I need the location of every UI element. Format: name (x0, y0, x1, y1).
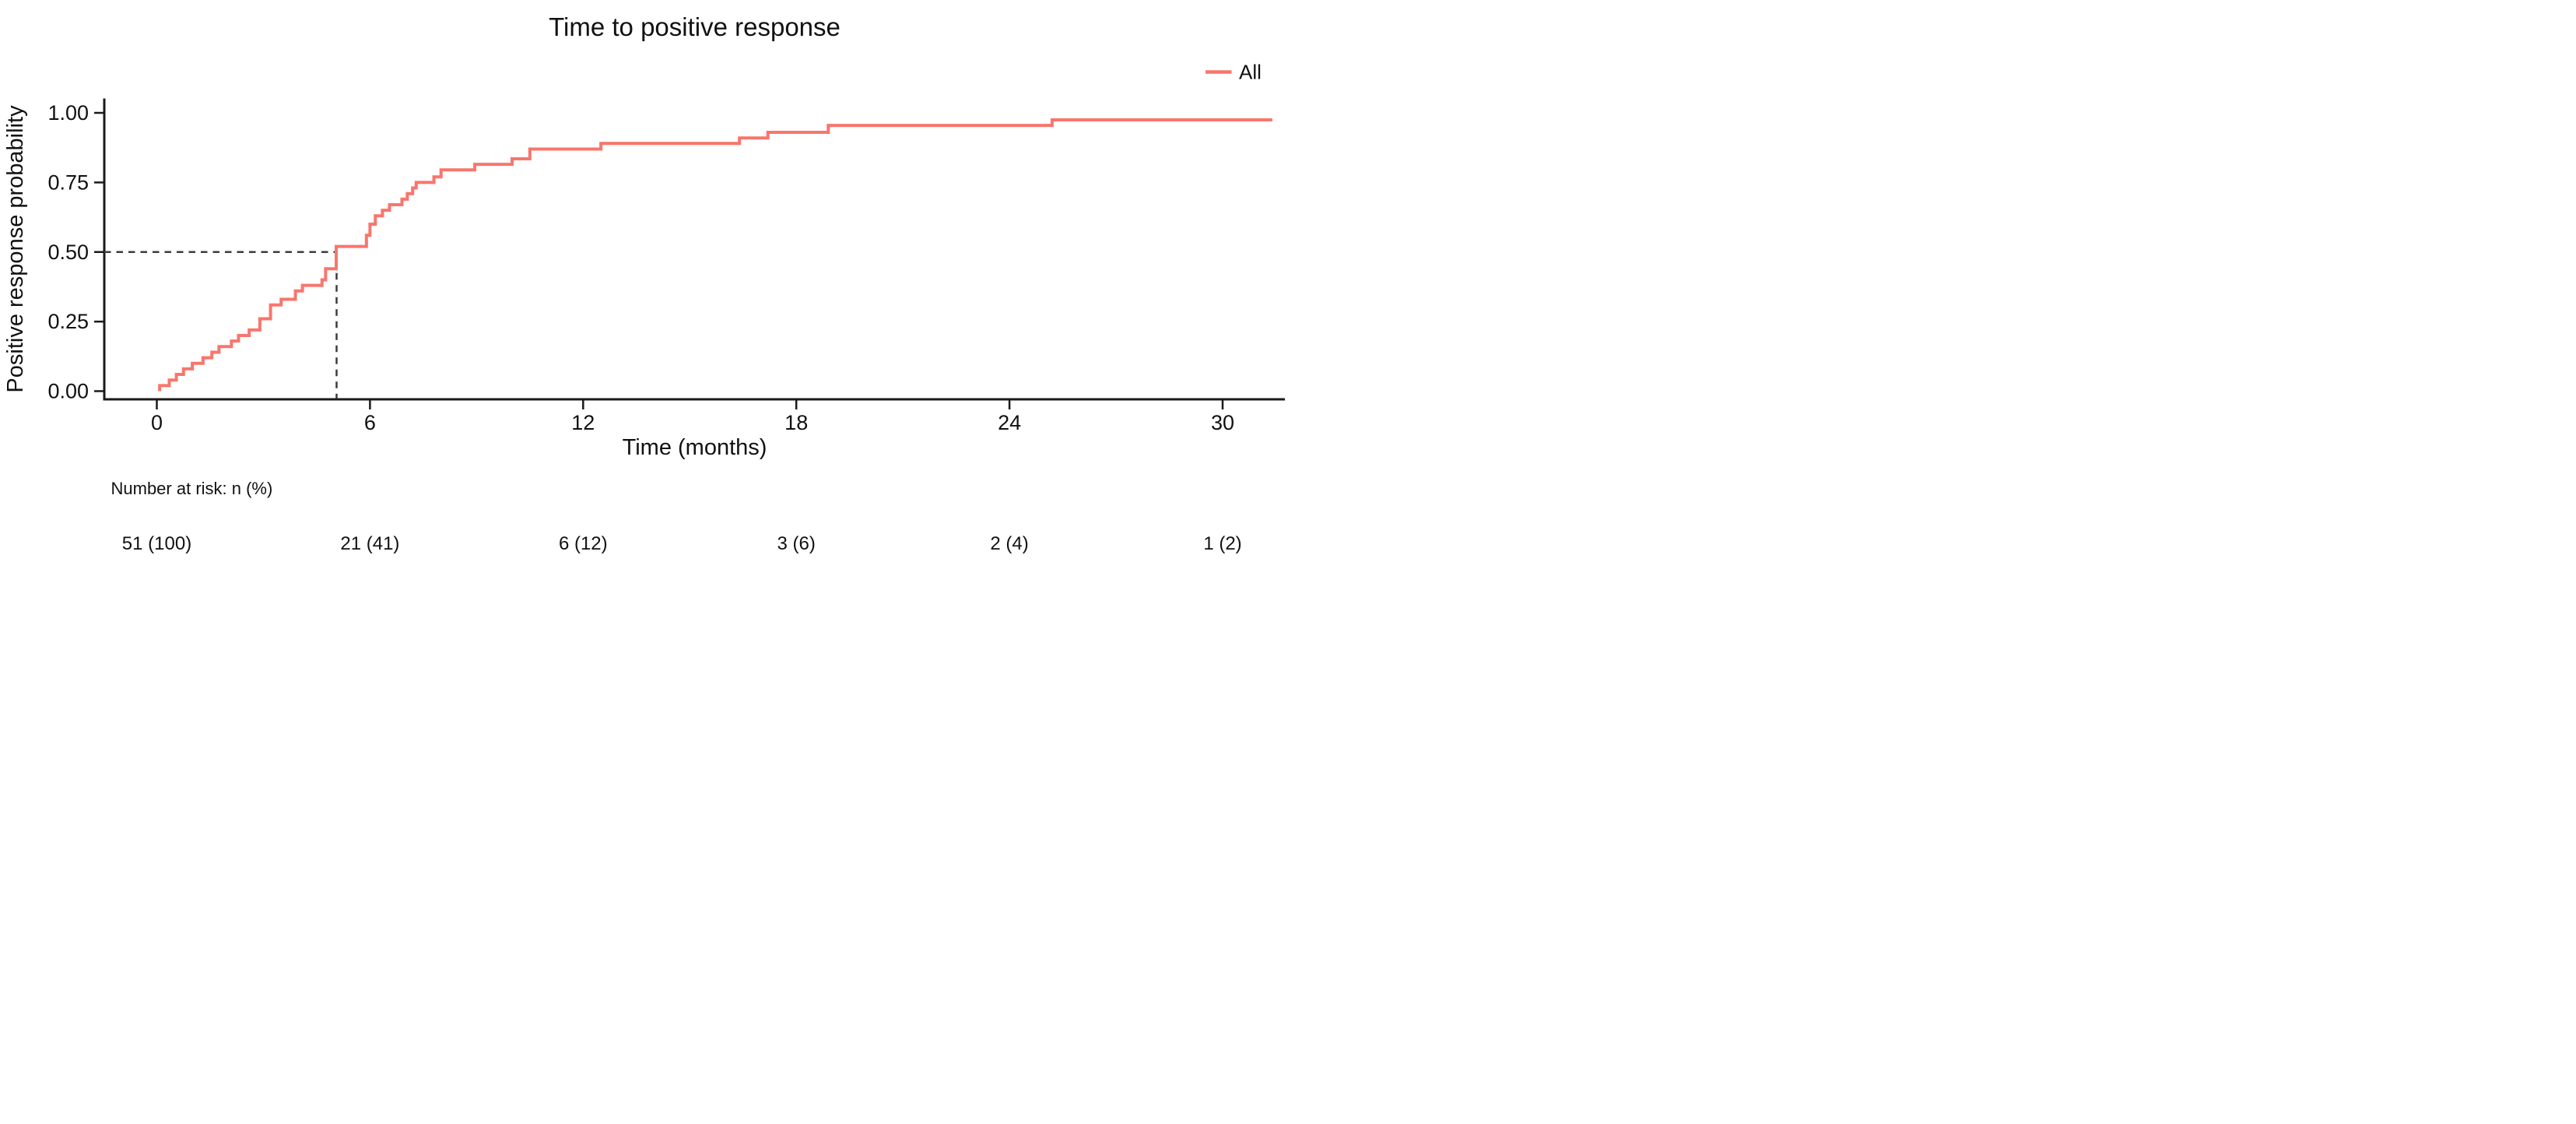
survival-curve-group (104, 118, 1272, 399)
risk-value: 21 (41) (340, 533, 399, 554)
x-axis-title: Time (months) (623, 435, 767, 460)
risk-value: 3 (6) (777, 533, 816, 554)
risk-value: 6 (12) (559, 533, 608, 554)
risk-table-header: Number at risk: n (%) (111, 479, 273, 498)
survival-curve (158, 118, 1272, 392)
risk-table-values: 51 (100) 21 (41) 6 (12) 3 (6) 2 (4) 1 (2) (122, 533, 1242, 554)
axes: 0.00 0.25 0.50 0.75 1.00 0 6 12 18 24 30 (47, 98, 1285, 434)
y-tick-label: 0.00 (47, 380, 89, 403)
legend: All (1206, 61, 1262, 84)
y-tick-label: 0.25 (47, 310, 89, 333)
km-figure: Time to positive response All Positive r… (0, 0, 1288, 562)
x-tick-label: 12 (571, 411, 595, 434)
legend-label: All (1239, 61, 1262, 84)
x-tick-label: 18 (784, 411, 808, 434)
x-tick-label: 0 (151, 411, 163, 434)
risk-value: 1 (2) (1203, 533, 1241, 554)
x-tick-label: 24 (998, 411, 1021, 434)
y-axis-title: Positive response probability (3, 105, 28, 393)
x-tick-label: 6 (364, 411, 376, 434)
y-tick-label: 0.75 (47, 170, 89, 194)
km-plot-canvas: Time to positive response All Positive r… (3, 12, 1285, 554)
y-tick-label: 1.00 (47, 101, 89, 125)
plot-title: Time to positive response (549, 12, 841, 41)
risk-value: 2 (4) (990, 533, 1028, 554)
risk-value: 51 (100) (122, 533, 191, 554)
median-dashed-line (104, 251, 338, 399)
x-tick-label: 30 (1211, 411, 1234, 434)
y-tick-label: 0.50 (47, 241, 89, 264)
